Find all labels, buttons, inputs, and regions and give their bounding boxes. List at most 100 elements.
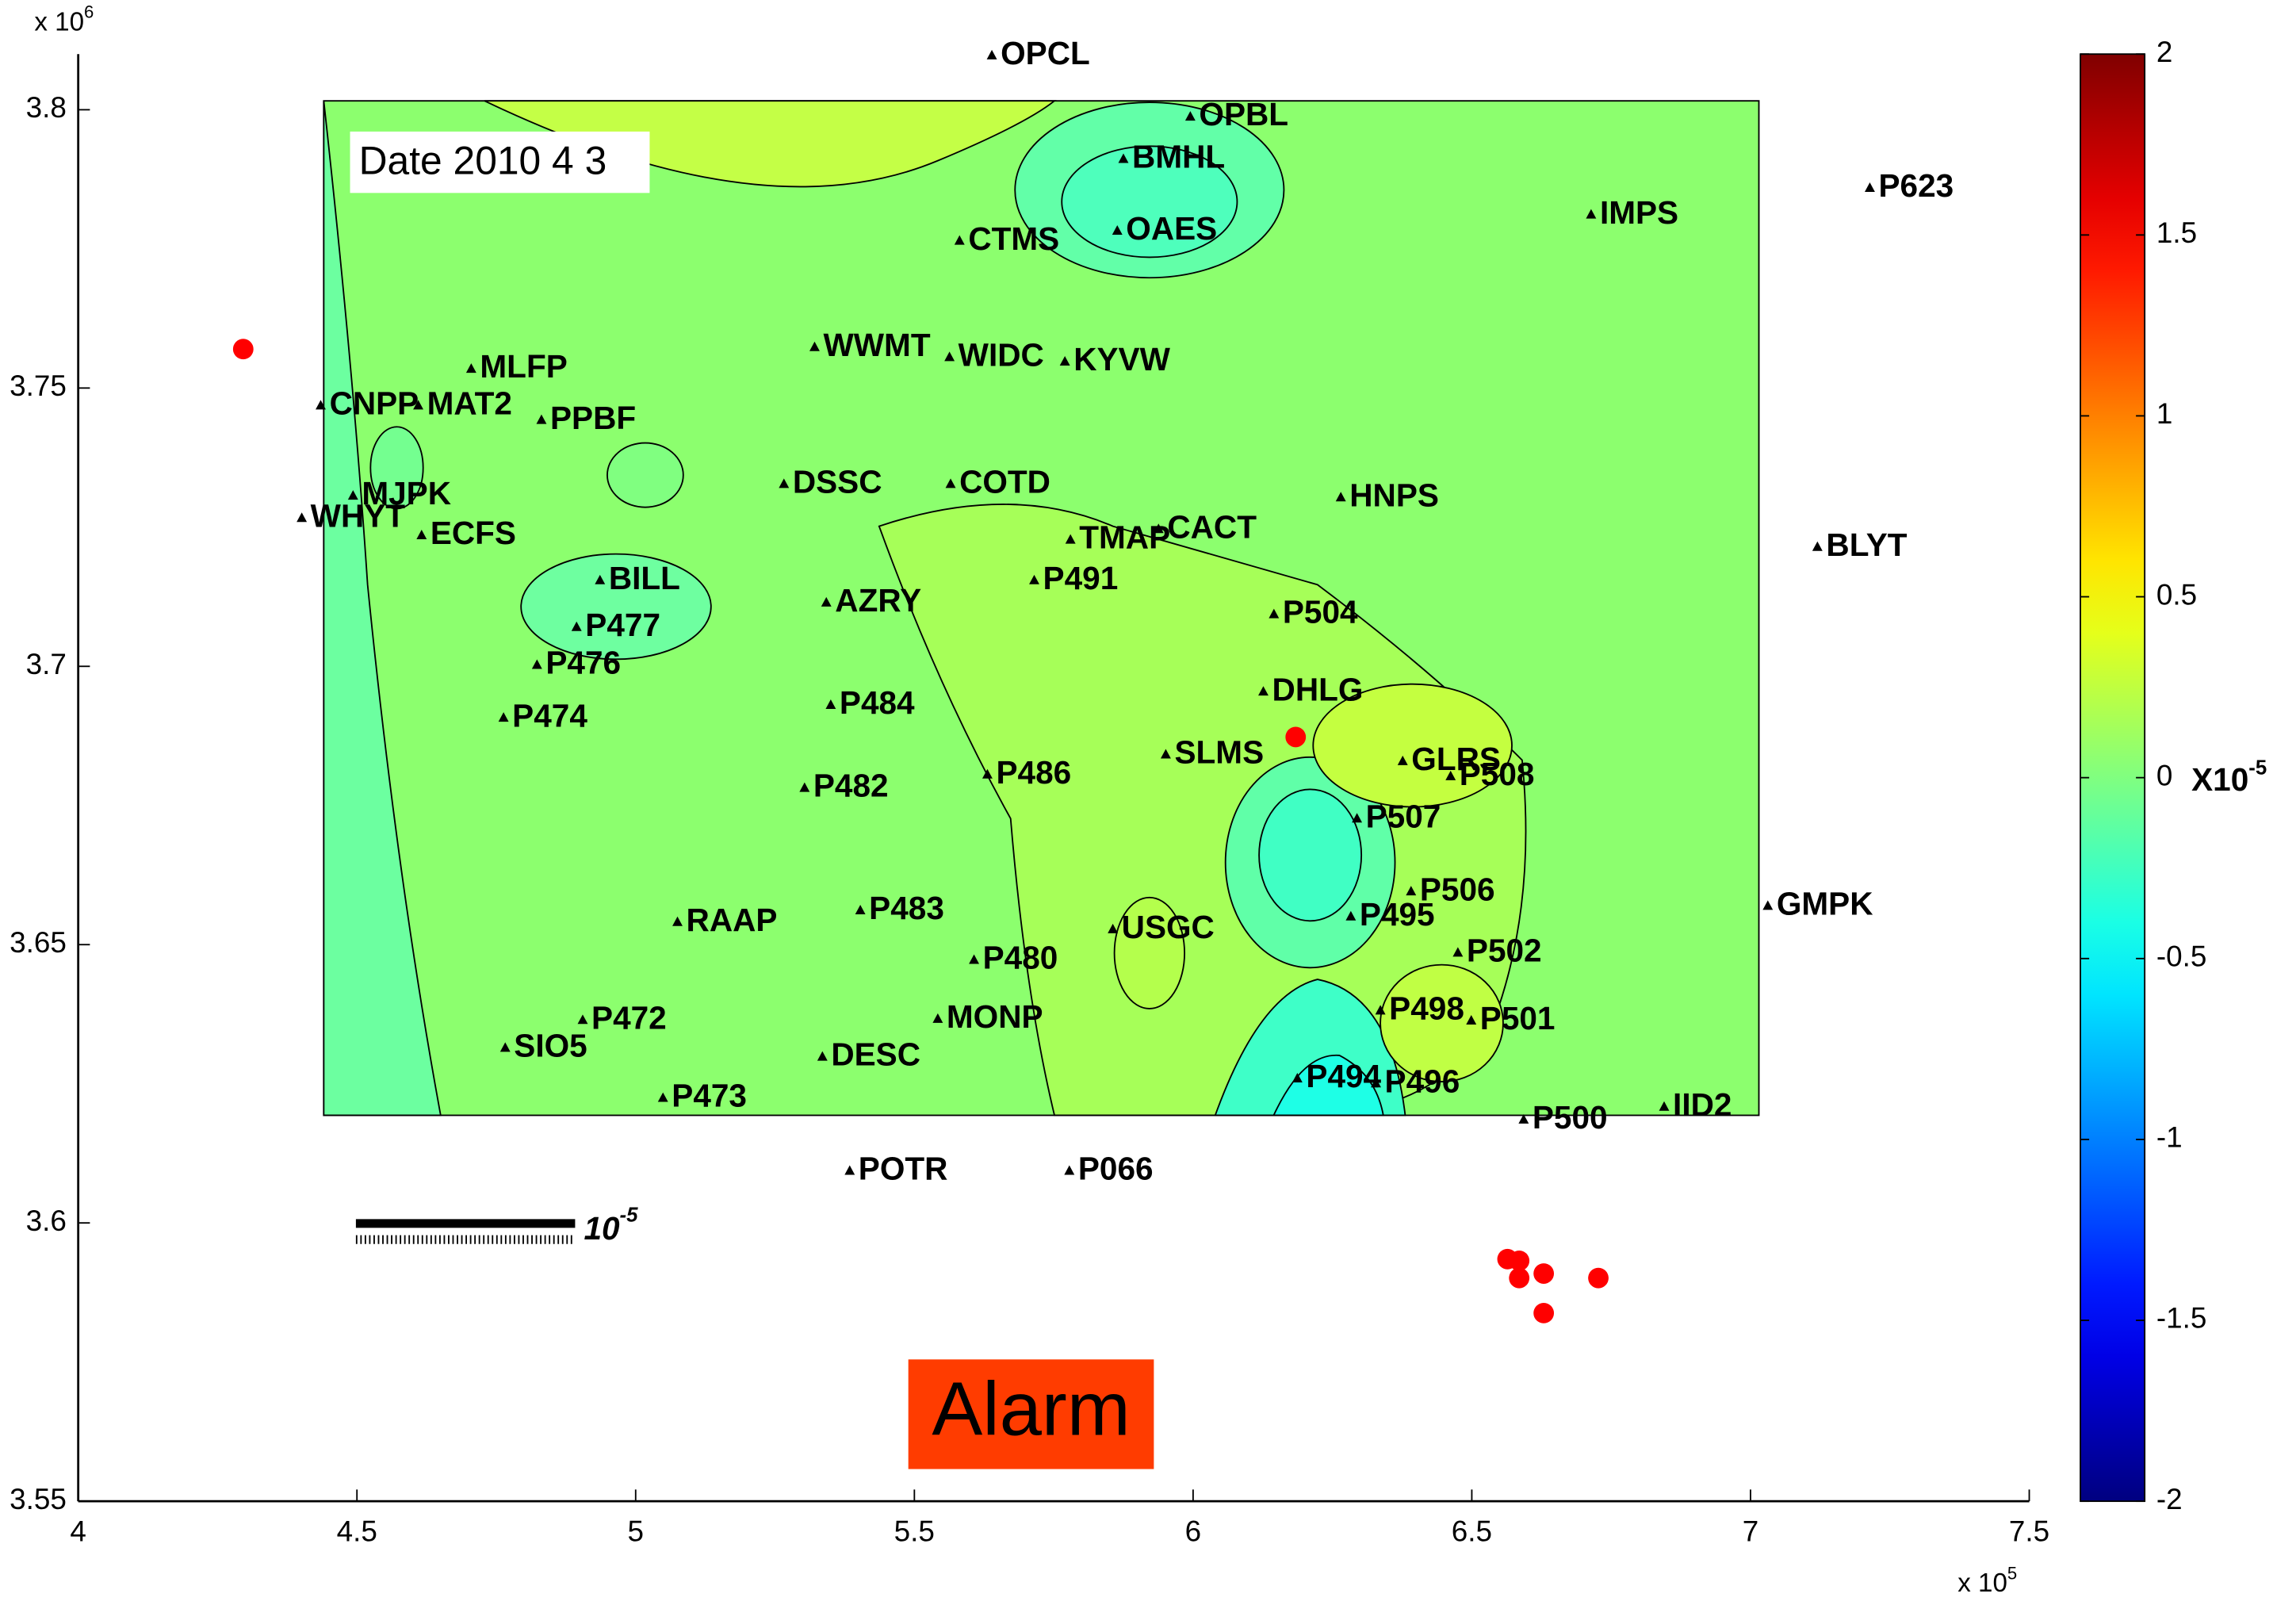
station-marker — [1112, 225, 1123, 236]
station-marker — [1184, 111, 1196, 121]
station-marker — [1406, 886, 1417, 896]
y-multiplier: x 106 — [34, 2, 94, 36]
scale-label: 10-5 — [584, 1204, 638, 1246]
station-label: P502 — [1467, 932, 1542, 968]
station-label: P476 — [545, 645, 621, 681]
station-label: P506 — [1420, 871, 1495, 907]
station-marker — [1345, 910, 1357, 921]
station-label: MAT2 — [427, 385, 512, 422]
contour-region — [607, 442, 684, 508]
station-marker — [817, 1051, 828, 1061]
y-tick-label: 3.8 — [26, 91, 67, 124]
station-marker — [779, 478, 790, 488]
station-marker — [809, 341, 820, 351]
station-label: P482 — [813, 768, 889, 804]
station-marker — [316, 400, 326, 410]
scale-base: 10 — [584, 1210, 620, 1247]
x-tick-label: 6.5 — [1452, 1515, 1492, 1547]
station-label: OPCL — [1001, 35, 1090, 71]
date-label: Date 2010 4 3 — [359, 139, 607, 183]
station-label: P494 — [1306, 1058, 1381, 1094]
station-label: OAES — [1126, 210, 1217, 247]
station-label: P507 — [1366, 798, 1441, 834]
station-label: BMHL — [1132, 139, 1225, 175]
y-tick-label: 3.7 — [26, 648, 67, 680]
station-label: P500 — [1533, 1099, 1608, 1136]
station-marker — [1269, 608, 1280, 619]
x-tick-label: 4 — [70, 1515, 86, 1547]
date-box — [350, 131, 650, 193]
station-marker — [531, 659, 542, 669]
colorbar-label: X10-5 — [2191, 757, 2267, 797]
station-label: IMPS — [1600, 194, 1678, 231]
station-marker — [799, 782, 810, 792]
station-marker — [1445, 770, 1456, 780]
station-marker — [499, 1042, 511, 1052]
contour-region — [1113, 896, 1186, 1009]
station-marker — [1812, 541, 1823, 551]
station-label: BILL — [609, 560, 680, 596]
station-marker — [577, 1014, 588, 1025]
station-marker — [571, 621, 582, 631]
contour-region — [1061, 145, 1238, 259]
colorbar-tick-label: 0 — [2156, 759, 2173, 791]
station-marker — [536, 414, 547, 424]
event-marker — [232, 339, 254, 360]
y-tick-label: 3.55 — [10, 1483, 67, 1515]
station-label: KYVW — [1073, 341, 1170, 377]
colorbar-tick-label: 2 — [2156, 36, 2173, 68]
station-marker — [1762, 900, 1774, 910]
x-tick-label: 6 — [1185, 1515, 1202, 1547]
contour-field — [323, 100, 1760, 1117]
station-label: POTR — [859, 1151, 948, 1187]
x-tick-label: 4.5 — [337, 1515, 377, 1547]
station-marker — [969, 954, 980, 964]
station-marker — [821, 596, 832, 607]
scale-exp: -5 — [620, 1204, 639, 1226]
station-marker — [1292, 1073, 1303, 1082]
station-label: MJPK — [362, 475, 451, 511]
alarm-label: Alarm — [932, 1367, 1130, 1452]
station-marker — [1160, 749, 1171, 759]
station-label: CTMS — [968, 220, 1059, 257]
colorbar-tick-label: 0.5 — [2156, 578, 2197, 611]
colorbar — [2080, 53, 2146, 1503]
station-label: OPBL — [1199, 96, 1288, 132]
contour-region — [1380, 963, 1504, 1083]
station-marker — [982, 768, 993, 779]
station-label: BLYT — [1826, 527, 1907, 563]
station-label: RAAP — [687, 902, 778, 938]
station-label: WWMT — [824, 327, 931, 363]
station-label: P473 — [672, 1078, 747, 1114]
station-label: P495 — [1360, 896, 1435, 933]
station-marker — [1397, 755, 1408, 765]
y-tick-label: 3.65 — [10, 926, 67, 959]
colorbar-label-base: X10 — [2191, 761, 2248, 798]
station-marker — [1352, 813, 1363, 823]
station-marker — [416, 529, 427, 539]
station-label: P483 — [869, 890, 944, 926]
station-label: P491 — [1043, 560, 1119, 596]
station-marker — [1375, 1005, 1386, 1015]
station-label: IID2 — [1673, 1086, 1732, 1123]
station-marker — [944, 351, 955, 362]
station-label: P066 — [1078, 1151, 1154, 1187]
station-label: P480 — [983, 940, 1058, 976]
contour-region — [520, 553, 712, 661]
x-tick-label: 5 — [628, 1515, 645, 1547]
station-label: SIO5 — [514, 1028, 587, 1064]
station-marker — [1153, 523, 1164, 534]
station-marker — [297, 512, 308, 523]
event-marker — [1533, 1302, 1555, 1323]
x-tick-label: 7 — [1743, 1515, 1759, 1547]
station-label: P496 — [1385, 1063, 1460, 1099]
contour-region — [1312, 683, 1513, 808]
colorbar-tick-label: 1.5 — [2156, 216, 2197, 249]
colorbar-label-exp: -5 — [2248, 757, 2267, 779]
station-label: P484 — [840, 684, 915, 721]
colorbar-tick-label: 1 — [2156, 397, 2173, 430]
station-marker — [498, 712, 509, 722]
station-marker — [1452, 947, 1464, 957]
station-label: CNPP — [330, 385, 419, 422]
